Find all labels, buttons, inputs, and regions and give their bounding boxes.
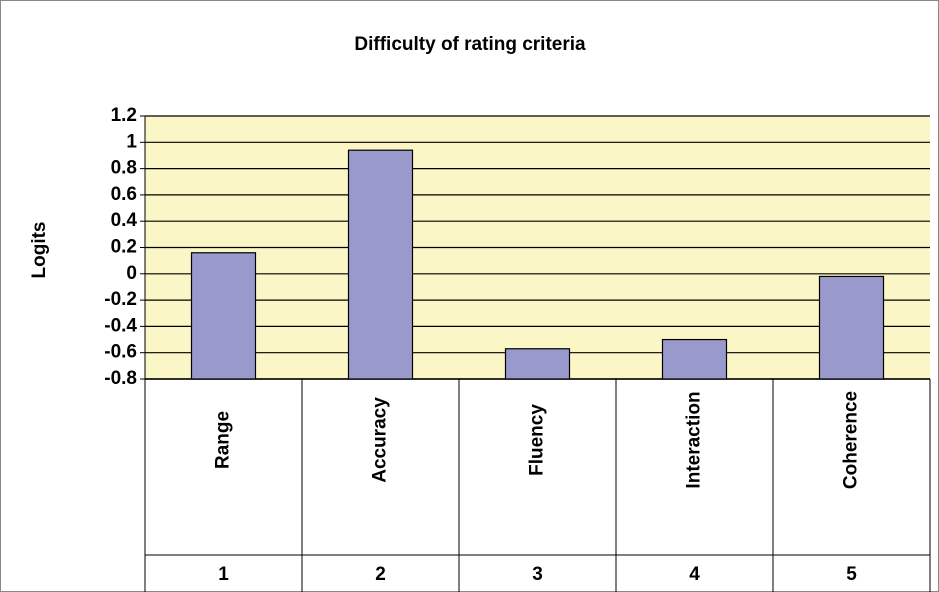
y-tick-label: 0 xyxy=(126,263,137,284)
bar xyxy=(818,275,885,380)
y-tick-label: -0.8 xyxy=(104,368,137,389)
category-number: 2 xyxy=(375,564,386,585)
bar xyxy=(661,338,728,380)
category-number: 3 xyxy=(532,564,543,585)
bar xyxy=(347,149,414,380)
y-tick-label: -0.6 xyxy=(104,342,137,363)
y-tick-label: 0.2 xyxy=(111,237,137,258)
category-number: 1 xyxy=(218,564,229,585)
y-tick-label: -0.4 xyxy=(104,315,137,336)
x-tick-label: Coherence xyxy=(841,391,862,489)
category-number: 5 xyxy=(846,564,857,585)
x-tick-label: Accuracy xyxy=(370,397,391,483)
x-tick-label: Fluency xyxy=(527,404,548,476)
chart-title: Difficulty of rating criteria xyxy=(354,34,586,55)
x-tick-label: Range xyxy=(213,411,234,469)
y-tick-label: -0.2 xyxy=(104,289,137,310)
bar xyxy=(190,252,257,380)
bar xyxy=(504,348,571,380)
y-axis-label: Logits xyxy=(29,222,50,279)
y-tick-label: 0.8 xyxy=(111,158,137,179)
y-tick-label: 0.6 xyxy=(111,184,137,205)
y-tick-label: 0.4 xyxy=(111,210,138,231)
y-tick-label: 1.2 xyxy=(111,105,137,126)
category-number: 4 xyxy=(689,564,700,585)
y-tick-label: 1 xyxy=(126,131,137,152)
x-tick-label: Interaction xyxy=(684,391,705,488)
